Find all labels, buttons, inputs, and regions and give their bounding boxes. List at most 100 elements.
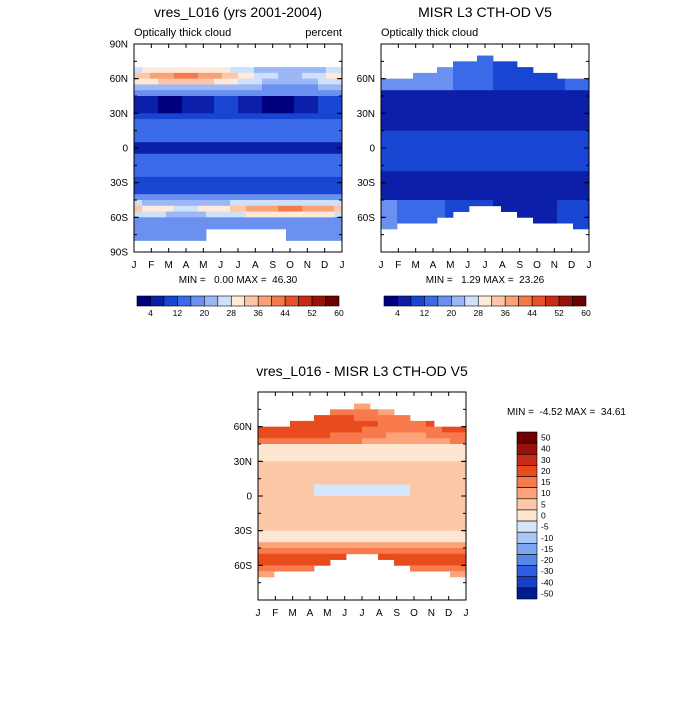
field-cell [386, 444, 395, 451]
field-cell [445, 200, 454, 207]
field-cell [238, 176, 247, 184]
field-cell [418, 513, 427, 520]
field-cell [557, 200, 566, 207]
colorbar-swatch [558, 295, 573, 307]
field-cell [581, 217, 589, 224]
field-cell [306, 467, 315, 474]
field-cell [310, 211, 319, 218]
field-cell [394, 461, 403, 468]
field-cell [274, 467, 283, 474]
field-cell [565, 136, 574, 143]
field-cell [278, 223, 287, 230]
x-tick-label: A [307, 608, 314, 619]
field-cell [282, 513, 291, 520]
field-cell [334, 67, 342, 74]
field-cell [254, 90, 263, 97]
field-cell [346, 501, 355, 508]
field-cell [453, 61, 462, 68]
field-cell [314, 496, 323, 503]
field-cell [386, 553, 395, 560]
field-cell [262, 176, 271, 184]
field-cell [434, 455, 443, 462]
field-cell [418, 507, 427, 514]
field-cell [326, 107, 335, 114]
field-cell [426, 426, 435, 433]
field-cell [477, 130, 486, 137]
field-cell [354, 415, 363, 422]
field-cell [158, 84, 167, 91]
field-cell [354, 548, 363, 555]
field-cell [294, 205, 303, 212]
field-cell [354, 490, 363, 497]
field-cell [326, 188, 335, 195]
field-cell [198, 101, 207, 108]
field-cell [413, 217, 422, 224]
field-cell [381, 200, 390, 207]
field-cell [290, 501, 299, 508]
field-cell [294, 171, 303, 178]
field-cell [158, 159, 167, 166]
field-cell [437, 205, 446, 212]
field-cell [477, 182, 486, 189]
field-cell [549, 171, 558, 178]
field-cell [410, 542, 419, 549]
field-cell [254, 72, 263, 80]
field-cell [517, 72, 526, 80]
field-cell [557, 78, 566, 85]
field-cell [326, 67, 335, 74]
field-cell [370, 467, 379, 474]
field-cell [310, 148, 319, 155]
field-cell [182, 211, 191, 218]
panel1-colorbar: 4 12 20 28 36 44 52 60 [136, 295, 344, 318]
field-cell [386, 484, 395, 491]
field-cell [386, 507, 395, 514]
field-cell [386, 455, 395, 462]
field-cell [378, 438, 387, 445]
field-cell [429, 153, 438, 160]
field-cell [298, 501, 307, 508]
field-cell [198, 188, 207, 195]
field-cell [429, 217, 438, 224]
field-cell [134, 107, 143, 114]
field-cell [274, 501, 283, 508]
field-cell [565, 124, 574, 132]
field-cell [278, 165, 287, 172]
field-cell [266, 467, 275, 474]
field-cell [346, 536, 355, 543]
field-cell [442, 536, 451, 543]
field-cell [389, 171, 398, 178]
field-cell [182, 159, 191, 166]
field-cell [426, 530, 435, 537]
field-cell [266, 565, 275, 572]
field-cell [142, 107, 151, 114]
field-cell [278, 159, 287, 166]
field-cell [413, 205, 422, 212]
field-cell [238, 165, 247, 172]
field-cell [310, 124, 319, 132]
field-cell [322, 553, 331, 560]
field-cell [413, 211, 422, 218]
field-cell [509, 101, 518, 108]
field-cell [314, 455, 323, 462]
field-cell [150, 101, 159, 108]
field-cell [397, 176, 406, 184]
field-cell [198, 119, 207, 126]
field-cell [190, 200, 199, 207]
field-cell [258, 513, 267, 520]
field-cell [334, 101, 342, 108]
field-cell [258, 426, 267, 433]
field-cell [573, 96, 582, 103]
field-cell [458, 536, 466, 543]
field-cell [533, 153, 542, 160]
field-cell [134, 171, 143, 178]
field-cell [509, 107, 518, 114]
field-cell [501, 153, 510, 160]
field-cell [381, 130, 390, 137]
field-cell [254, 165, 263, 172]
field-cell [214, 211, 223, 218]
field-cell [394, 519, 403, 526]
field-cell [413, 72, 422, 80]
field-cell [453, 136, 462, 143]
field-cell [445, 72, 454, 80]
field-cell [230, 165, 239, 172]
